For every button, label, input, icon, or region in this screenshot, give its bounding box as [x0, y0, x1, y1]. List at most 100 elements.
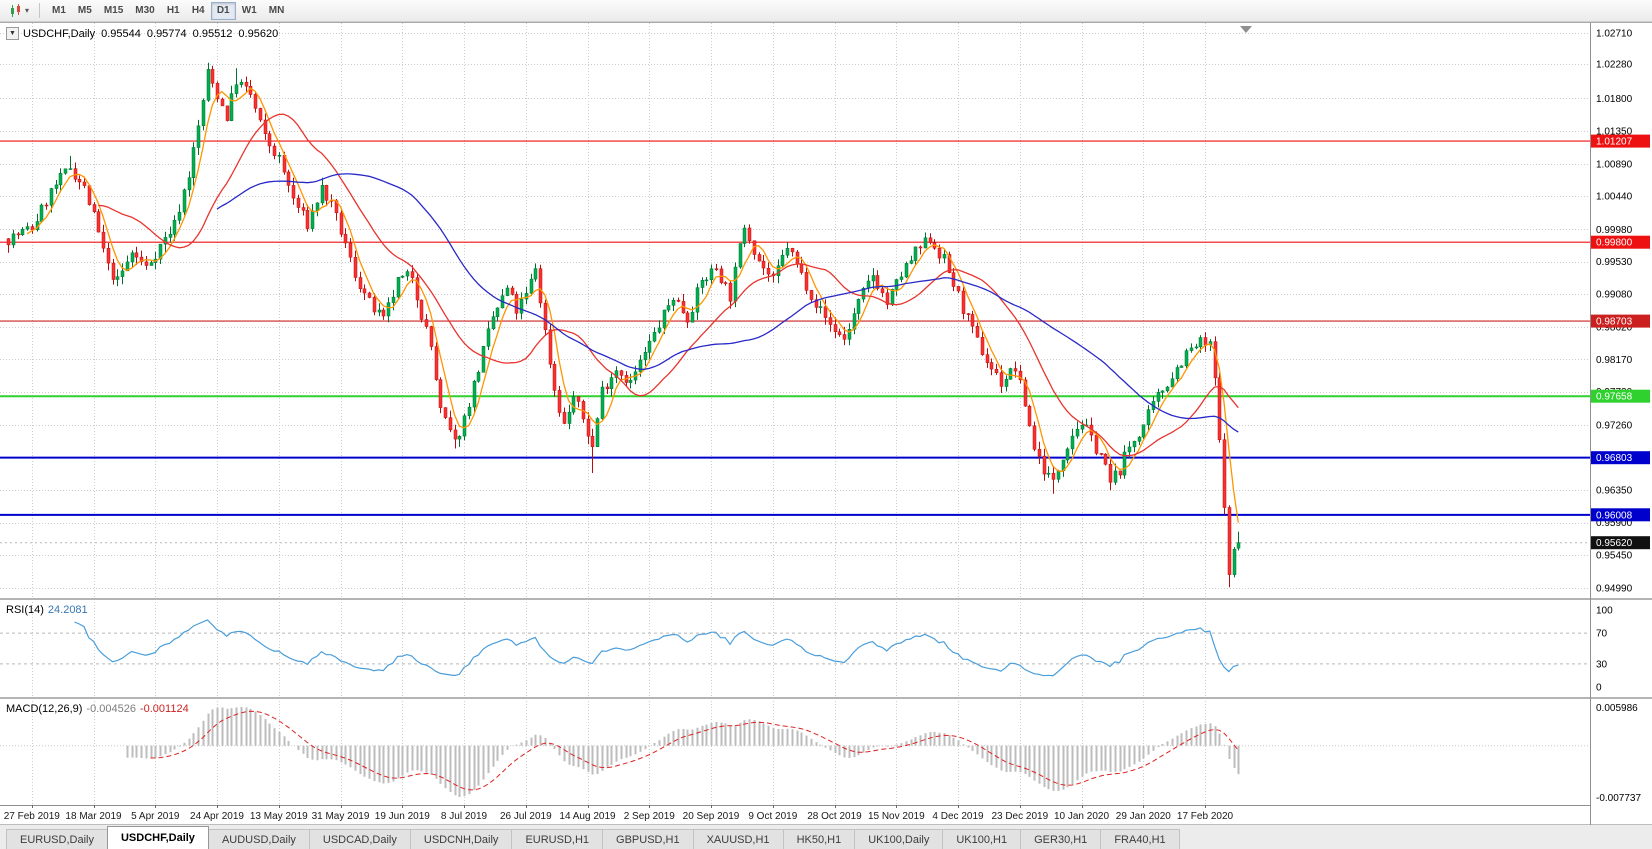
time-axis-label: 15 Nov 2019 [868, 811, 925, 822]
time-axis-label: 17 Feb 2020 [1177, 811, 1234, 822]
ohlc-close: 0.95620 [238, 27, 279, 40]
ma-45-line [216, 173, 1239, 433]
macd-signal-line [150, 710, 1239, 791]
price-badge: 0.95620 [1591, 536, 1650, 550]
chart-tab-hk50-h1[interactable]: HK50,H1 [782, 829, 856, 849]
chart-shift-marker[interactable] [1240, 26, 1252, 33]
svg-text:0.96803: 0.96803 [1596, 453, 1633, 464]
chart-window[interactable]: ▼ USDCHF,Daily 0.95544 0.95774 0.95512 0… [0, 22, 1652, 825]
rsi-pane[interactable]: 100 70 30 0 [0, 606, 1613, 694]
timeframe-buttons: M1 M5 M15 M30 H1 H4 D1 W1 MN [46, 1, 291, 20]
chart-tab-xauusd-h1[interactable]: XAUUSD,H1 [692, 829, 784, 849]
macd-signal-value: -0.001124 [139, 703, 189, 715]
ohlc-low: 0.95512 [192, 27, 233, 40]
timeframe-button-w1[interactable]: W1 [236, 2, 263, 20]
chart-tab-bar: EURUSD,Daily USDCHF,Daily AUDUSD,Daily USDC… [0, 824, 1652, 849]
price-axis-label: 0.95450 [1596, 550, 1633, 561]
chart-type-dropdown[interactable]: ▾ [4, 2, 33, 20]
price-axis-label: 0.97260 [1596, 420, 1633, 431]
pane-splitter[interactable] [0, 598, 1652, 600]
time-axis-label: 10 Jan 2020 [1054, 811, 1109, 822]
ma-20-line [98, 113, 1239, 457]
timeframe-button-m15[interactable]: M15 [98, 2, 129, 20]
price-badge: 1.01207 [1591, 134, 1650, 148]
rsi-value: 24.2081 [47, 604, 88, 616]
chart-tab-ger30-h1[interactable]: GER30,H1 [1020, 829, 1102, 849]
timeframe-toolbar: ▾ M1 M5 M15 M30 H1 H4 D1 W1 MN [0, 0, 1652, 22]
ohlc-high: 0.95774 [146, 27, 187, 40]
price-axis-label: 0.98620 [1596, 323, 1633, 334]
time-axis-label: 26 Jul 2019 [500, 811, 552, 822]
macd-main-value: -0.004526 [86, 703, 136, 715]
candlesticks [6, 62, 1241, 588]
chart-tab-usdcnh-daily[interactable]: USDCNH,Daily [409, 829, 513, 849]
pane-splitter[interactable] [0, 697, 1652, 699]
timeframe-button-mn[interactable]: MN [263, 2, 291, 20]
svg-text:0.95620: 0.95620 [1596, 538, 1633, 549]
price-axis: 1.02710 1.02280 1.01800 1.01350 1.00890 1.004… [1591, 29, 1650, 595]
chart-tab-audusd-daily[interactable]: AUDUSD,Daily [207, 829, 310, 849]
time-axis-label: 14 Aug 2019 [559, 811, 616, 822]
chart-tab-eurusd-h1[interactable]: EURUSD,H1 [511, 829, 604, 849]
svg-text:1.01207: 1.01207 [1596, 137, 1633, 148]
price-badge: 0.96008 [1591, 508, 1650, 522]
time-axis-label: 9 Oct 2019 [748, 811, 797, 822]
time-axis: 27 Feb 2019 18 Mar 2019 5 Apr 2019 24 Apr 2… [4, 805, 1234, 822]
price-axis-label: 1.00440 [1596, 192, 1633, 203]
chart-canvas[interactable]: 1.02710 1.02280 1.01800 1.01350 1.00890 1.004… [0, 23, 1652, 825]
chart-tab-eurusd-daily[interactable]: EURUSD,Daily [6, 829, 108, 849]
time-axis-label: 27 Feb 2019 [4, 811, 61, 822]
chart-tab-fra40-h1[interactable]: FRA40,H1 [1100, 829, 1180, 849]
rsi-axis-label: 0 [1596, 683, 1602, 694]
price-badge: 0.96803 [1591, 451, 1650, 465]
collapse-indicators-button[interactable]: ▼ [6, 27, 19, 40]
rsi-axis-label: 70 [1596, 629, 1608, 640]
chart-tab-uk100-h1[interactable]: UK100,H1 [942, 829, 1022, 849]
timeframe-button-m5[interactable]: M5 [72, 2, 98, 20]
candlestick-chart-icon [11, 3, 20, 17]
time-axis-label: 23 Dec 2019 [991, 811, 1048, 822]
time-axis-label: 20 Sep 2019 [683, 811, 740, 822]
timeframe-button-h4[interactable]: H4 [186, 2, 211, 20]
toolbar-separator [39, 3, 41, 18]
chart-tab-uk100-daily[interactable]: UK100,Daily [854, 829, 944, 849]
rsi-line [74, 619, 1239, 677]
price-badge: 0.98703 [1591, 314, 1650, 328]
svg-text:0.97658: 0.97658 [1596, 392, 1633, 403]
timeframe-button-m30[interactable]: M30 [129, 2, 160, 20]
price-axis-label: 1.01800 [1596, 94, 1633, 105]
macd-name: MACD(12,26,9) [6, 703, 83, 715]
ohlc-open: 0.95544 [101, 27, 141, 40]
macd-pane[interactable]: 0.005986 -0.007737 [0, 703, 1641, 804]
macd-axis-top-label: 0.005986 [1596, 703, 1638, 714]
price-axis-label: 0.98170 [1596, 355, 1633, 366]
timeframe-button-m1[interactable]: M1 [46, 2, 72, 20]
rsi-indicator-label: RSI(14) 24.2081 [6, 604, 88, 616]
macd-axis-bottom-label: -0.007737 [1596, 793, 1641, 804]
price-axis-label: 1.02280 [1596, 59, 1633, 70]
svg-text:0.98703: 0.98703 [1596, 317, 1633, 328]
rsi-axis-label: 100 [1596, 606, 1613, 617]
timeframe-button-h1[interactable]: H1 [161, 2, 186, 20]
chart-symbol-period: USDCHF,Daily [23, 27, 96, 40]
price-axis-label: 0.99980 [1596, 225, 1633, 236]
ma-5-line [26, 87, 1239, 523]
chart-tab-gbpusd-h1[interactable]: GBPUSD,H1 [602, 829, 694, 849]
svg-text:0.99800: 0.99800 [1596, 238, 1633, 249]
time-axis-label: 5 Apr 2019 [131, 811, 180, 822]
time-axis-label: 19 Jun 2019 [375, 811, 430, 822]
price-axis-label: 0.95900 [1596, 518, 1633, 529]
dropdown-caret-icon: ▾ [25, 6, 30, 15]
price-axis-label: 0.99530 [1596, 257, 1633, 268]
timeframe-button-d1[interactable]: D1 [210, 1, 236, 20]
chart-tab-usdchf-daily[interactable]: USDCHF,Daily [106, 826, 209, 849]
time-axis-label: 24 Apr 2019 [190, 811, 244, 822]
price-axis-label: 1.01350 [1596, 126, 1633, 137]
price-axis-label: 0.96350 [1596, 486, 1633, 497]
time-axis-label: 8 Jul 2019 [441, 811, 488, 822]
price-badge: 0.97658 [1591, 389, 1650, 403]
grid [0, 23, 1590, 805]
time-axis-label: 31 May 2019 [312, 811, 370, 822]
chart-tab-usdcad-daily[interactable]: USDCAD,Daily [308, 829, 411, 849]
price-axis-label: 0.94990 [1596, 584, 1633, 595]
